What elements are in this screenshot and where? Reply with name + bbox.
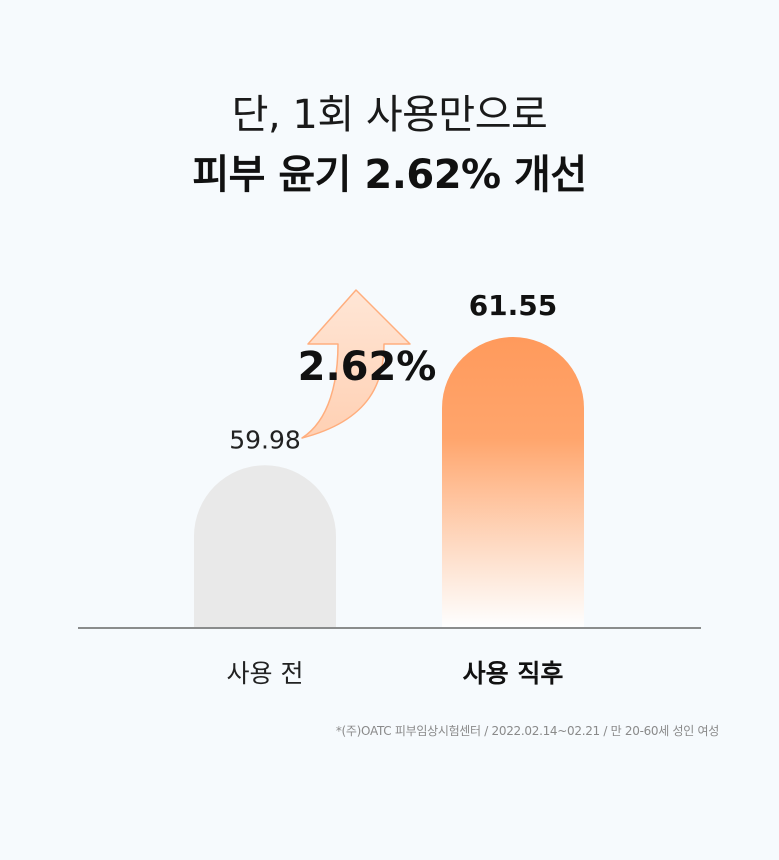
headline-line-2: 피부 윤기 2.62% 개선 [192,152,587,198]
value-label-after: 61.55 [469,289,558,322]
footnote: *(주)OATC 피부임상시험센터 / 2022.02.14~02.21 / 만… [335,724,719,738]
value-label-before: 59.98 [229,425,301,454]
increase-arrow-icon [301,289,411,439]
bar-before [194,465,336,627]
category-label-before: 사용 전 [227,659,304,688]
headline-line-1: 단, 1회 사용만으로 [231,92,548,138]
change-label: 2.62% [298,344,437,390]
category-label-after: 사용 직후 [463,659,564,688]
bar-after [442,337,584,627]
